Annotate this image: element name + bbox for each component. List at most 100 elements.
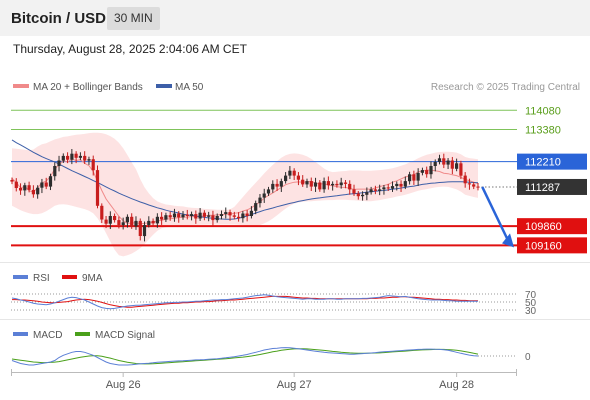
rsi-ma-legend-label: 9MA — [82, 273, 103, 284]
candle-body — [134, 220, 138, 227]
candle-body — [322, 181, 326, 190]
candle-body — [361, 194, 365, 197]
candle-body — [147, 220, 151, 225]
rsi-level-label: 50 — [525, 298, 537, 309]
candle-body — [14, 181, 18, 188]
candle-body — [36, 187, 40, 195]
candle-body — [215, 216, 219, 221]
candle-body — [44, 182, 48, 187]
candle-body — [348, 183, 352, 190]
ma50-line — [11, 139, 479, 220]
candle-body — [343, 182, 348, 184]
candle-body — [416, 172, 420, 181]
macd-signal-legend-label: MACD Signal — [95, 330, 155, 341]
candle-body — [399, 183, 403, 187]
support-price-tag-bg — [517, 237, 587, 254]
candle-body — [70, 153, 74, 160]
candle-body — [138, 220, 142, 236]
candle-body — [219, 214, 224, 216]
candle-body — [130, 216, 134, 227]
candle-body — [53, 166, 57, 177]
candle-body — [198, 212, 202, 219]
candle-body — [437, 158, 442, 162]
candle-body — [95, 170, 100, 206]
candle-body — [245, 213, 249, 216]
candle-body — [356, 193, 360, 197]
candle-body — [160, 216, 164, 220]
candle-body — [382, 187, 386, 190]
candle-body — [258, 197, 262, 204]
symbol-title: Bitcoin / USD — [11, 10, 107, 27]
candle-body — [472, 184, 476, 187]
macd-legend-label: MACD — [33, 330, 62, 341]
timeframe-badge[interactable]: 30 MIN — [107, 7, 160, 30]
candle-body — [463, 175, 467, 184]
candle-body — [408, 174, 412, 182]
candle-body — [395, 183, 399, 187]
main-plot-layer — [10, 109, 517, 257]
candle-body — [78, 155, 82, 158]
candle-body — [339, 182, 343, 186]
candle-body — [100, 205, 104, 220]
time-axis-label: Aug 28 — [439, 379, 474, 391]
time-axis-label: Aug 27 — [277, 379, 312, 391]
candle-body — [168, 215, 172, 218]
candle-body — [386, 187, 390, 189]
pivot-price-tag: 112210 — [525, 157, 561, 169]
candle-body — [378, 189, 382, 191]
macd-line — [11, 347, 479, 366]
ma50-legend-swatch — [156, 84, 172, 88]
candle-body — [91, 159, 95, 171]
candle-body — [254, 203, 258, 211]
candle-body — [459, 163, 463, 176]
candle-body — [228, 212, 232, 216]
candle-body — [313, 182, 318, 187]
candle-body — [237, 216, 241, 219]
candle-body — [241, 213, 245, 219]
candle-body — [249, 210, 253, 216]
candle-body — [83, 155, 87, 161]
candle-body — [318, 182, 322, 190]
credit-text: Research © 2025 Trading Central — [431, 82, 580, 93]
projection-arrow-shaft — [481, 186, 510, 241]
macd-signal-line — [11, 348, 479, 365]
resistance-price-label: 114080 — [525, 105, 561, 117]
macd-zero-label: 0 — [525, 352, 531, 363]
candle-body — [429, 166, 433, 175]
candle-body — [202, 212, 206, 217]
candle-body — [412, 174, 416, 181]
pivot-price-tag-bg — [517, 153, 587, 170]
candle-body — [326, 181, 330, 186]
macd-legend-swatch — [13, 332, 28, 336]
candle-body — [151, 220, 155, 224]
candle-body — [296, 175, 300, 180]
candle-body — [442, 158, 446, 165]
rsi-ma-legend-swatch — [62, 275, 77, 279]
candle-body — [301, 179, 305, 185]
candle-body — [113, 216, 117, 221]
candle-body — [87, 159, 91, 161]
candle-body — [271, 183, 275, 190]
rsi-level-label: 70 — [525, 290, 537, 301]
macd-signal-legend-swatch — [75, 332, 90, 336]
candle-body — [177, 213, 181, 218]
candle-body — [425, 170, 429, 175]
candle-body — [373, 189, 377, 191]
candle-body — [275, 183, 279, 187]
candle-body — [23, 185, 27, 191]
candle-body — [61, 155, 65, 161]
candle-body — [224, 212, 228, 214]
candle-body — [104, 219, 108, 224]
candle-body — [262, 193, 266, 198]
current-price-tag: 111287 — [525, 182, 560, 194]
candle-body — [232, 215, 236, 217]
projection-arrow-head — [502, 233, 514, 248]
candle-body — [331, 183, 335, 186]
candle-body — [19, 188, 23, 191]
candle-body — [450, 160, 454, 169]
rsi-level-label: 30 — [525, 306, 537, 317]
candle-body — [125, 216, 129, 223]
candle-body — [108, 216, 112, 224]
candle-body — [48, 176, 53, 187]
